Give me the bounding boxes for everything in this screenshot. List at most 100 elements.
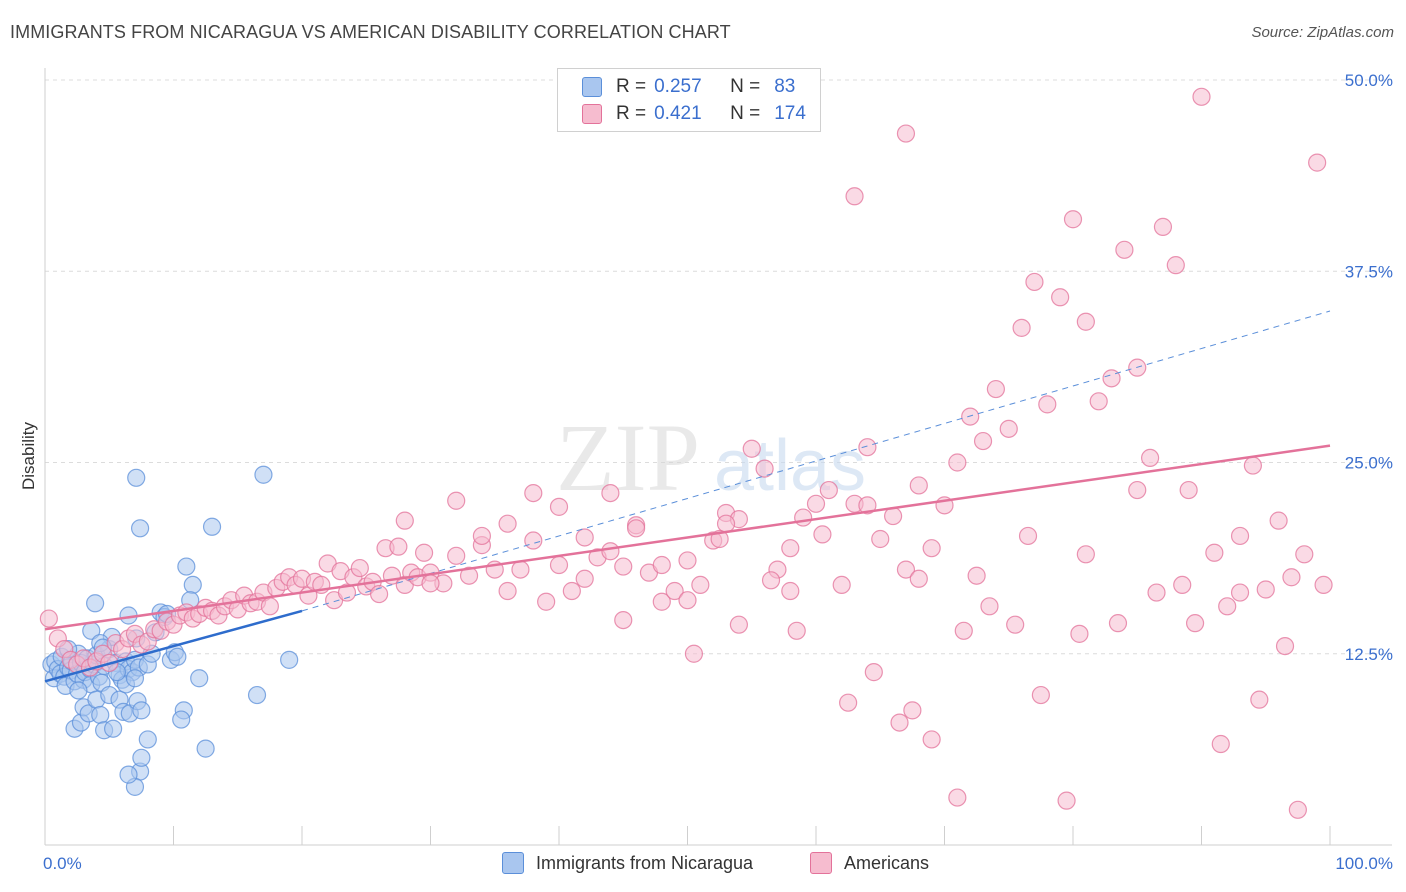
data-point [1025,272,1044,292]
y-tick-label: 25.0% [1345,454,1393,473]
data-point [787,621,806,640]
data-point [104,719,123,738]
data-point [350,558,369,578]
data-point [781,581,800,601]
legend-n-label: N = [730,103,761,124]
legend-r-label: R = [616,76,647,97]
data-point [125,669,145,688]
legend-r-value: 0.257 [654,76,702,97]
legend-swatch-pink [582,104,602,124]
data-point [967,566,986,585]
data-point [858,438,877,457]
data-point [498,581,517,601]
data-point [183,575,202,595]
data-point [130,519,150,538]
data-point [1275,636,1295,656]
watermark-zip: ZIP [556,404,700,511]
chart-title: IMMIGRANTS FROM NICARAGUA VS AMERICAN DI… [10,22,731,42]
legend-row-americans: R = 0.421 N = 174 [582,102,806,126]
data-point [562,581,581,601]
data-point [716,514,736,533]
bottom-legend-americans: Americans [810,852,929,874]
data-point [652,592,671,611]
watermark-atlas: atlas [714,426,866,506]
data-point [684,644,704,663]
data-point [601,542,620,561]
data-point [1031,685,1050,705]
data-point [864,663,883,682]
data-point [1282,568,1301,587]
data-point [1250,690,1269,709]
data-point [813,525,832,544]
data-point [896,560,916,579]
data-point [1230,526,1250,546]
data-point [922,730,941,749]
data-point [896,124,916,143]
data-point [601,484,620,503]
data-point [138,730,157,749]
trend-lines [44,310,1331,683]
data-point [909,569,928,588]
data-point [781,539,800,558]
tick-labels: 12.5% 25.0% 37.5% 50.0% 0.0% 100.0% [43,71,1393,873]
data-point [922,539,941,558]
data-point [1063,210,1083,229]
data-point [1192,87,1211,106]
data-point [414,543,434,562]
data-point [421,574,440,593]
data-point [794,508,813,527]
data-point [948,788,967,807]
data-point [524,484,543,503]
data-point [614,557,633,576]
y-axis-label: Disability [19,421,38,490]
data-point [1038,395,1057,414]
data-point [247,685,267,705]
data-point [954,621,973,640]
data-point [575,569,594,588]
data-point [678,591,697,610]
data-point [119,765,138,784]
data-point [980,597,999,616]
series-americans-points [39,87,1333,819]
data-point [1070,624,1089,643]
data-point [168,647,187,666]
data-point [172,710,191,729]
y-tick-label: 12.5% [1345,645,1393,664]
data-point [858,496,877,515]
data-point [524,531,543,550]
data-point [1288,800,1307,819]
data-point [447,491,466,510]
data-point [710,529,729,549]
data-point [755,459,774,478]
data-point [575,528,594,547]
data-point [1057,791,1076,810]
data-point [1140,448,1160,468]
data-point [678,551,697,570]
data-point [132,748,151,767]
data-point [202,517,222,536]
data-point [761,571,781,590]
data-point [948,453,967,472]
data-point [39,609,58,628]
data-point [832,575,851,595]
data-point [871,529,890,549]
data-point [280,650,299,669]
data-point [1051,288,1070,307]
data-point [1102,369,1121,388]
data-point [1218,597,1237,616]
data-point [1269,511,1288,530]
data-point [260,597,279,616]
data-point [1153,217,1173,236]
legend-n-value: 83 [774,76,796,97]
data-point [498,514,517,533]
data-point [845,187,864,206]
data-point [691,575,710,595]
data-point [447,546,466,565]
data-point [127,468,146,487]
data-point [459,566,479,585]
data-point [1179,480,1198,500]
data-point [986,379,1006,399]
legend-n-value: 174 [774,103,806,124]
trend-line-immigrants [44,609,303,683]
